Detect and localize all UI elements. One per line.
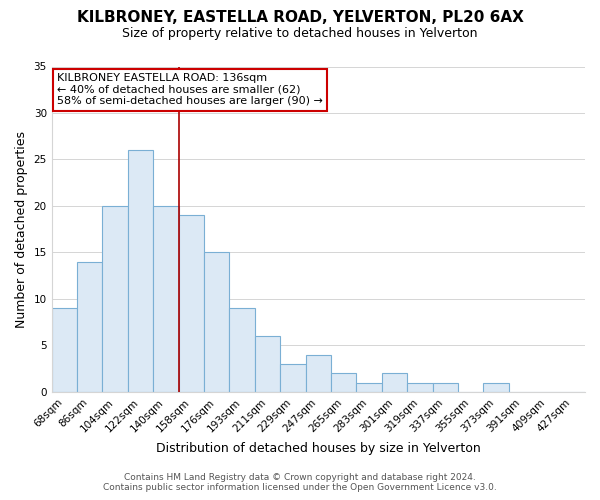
Bar [179, 216, 204, 392]
Bar [407, 382, 433, 392]
Bar [229, 308, 255, 392]
Bar [128, 150, 153, 392]
Bar [204, 252, 229, 392]
Bar [382, 374, 407, 392]
Bar [280, 364, 305, 392]
Y-axis label: Number of detached properties: Number of detached properties [15, 130, 28, 328]
Bar [484, 382, 509, 392]
X-axis label: Distribution of detached houses by size in Yelverton: Distribution of detached houses by size … [156, 442, 481, 455]
Bar [356, 382, 382, 392]
Text: Size of property relative to detached houses in Yelverton: Size of property relative to detached ho… [122, 28, 478, 40]
Bar [433, 382, 458, 392]
Bar [305, 355, 331, 392]
Text: Contains HM Land Registry data © Crown copyright and database right 2024.
Contai: Contains HM Land Registry data © Crown c… [103, 473, 497, 492]
Bar [77, 262, 103, 392]
Bar [331, 374, 356, 392]
Bar [255, 336, 280, 392]
Bar [103, 206, 128, 392]
Bar [153, 206, 179, 392]
Bar [52, 308, 77, 392]
Text: KILBRONEY, EASTELLA ROAD, YELVERTON, PL20 6AX: KILBRONEY, EASTELLA ROAD, YELVERTON, PL2… [77, 10, 523, 25]
Text: KILBRONEY EASTELLA ROAD: 136sqm
← 40% of detached houses are smaller (62)
58% of: KILBRONEY EASTELLA ROAD: 136sqm ← 40% of… [57, 73, 323, 106]
